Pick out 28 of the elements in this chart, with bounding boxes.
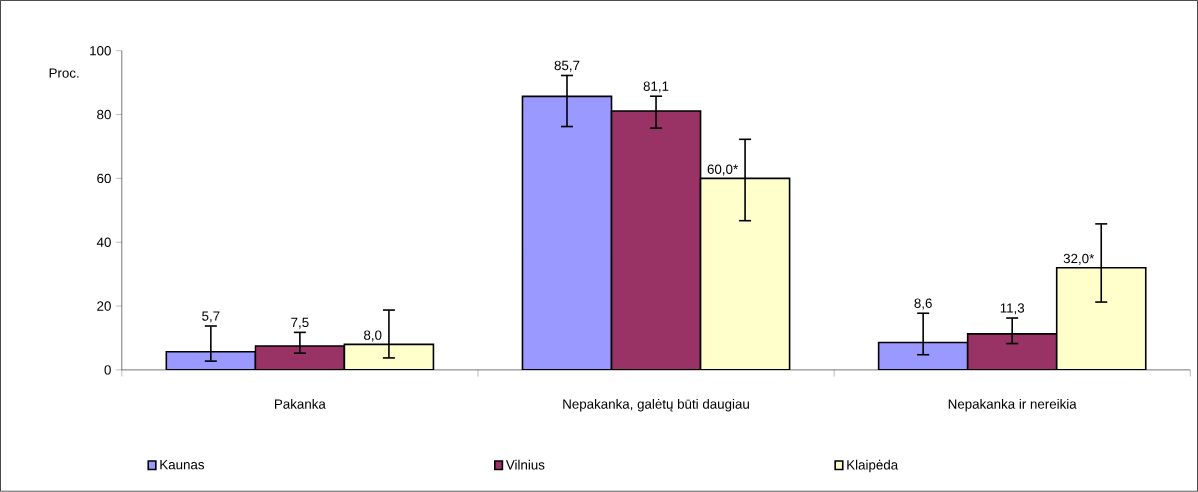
data-label: 32,0*	[1063, 253, 1095, 265]
x-tick-label: Pakanka	[275, 399, 326, 409]
bar	[1055, 267, 1147, 371]
y-tick-label: 80	[97, 110, 111, 120]
bar	[165, 351, 257, 371]
data-label: 85,7	[554, 60, 580, 72]
legend-label: Kaunas	[160, 460, 205, 470]
bar	[877, 341, 969, 371]
legend-label: Vilnius	[505, 459, 545, 470]
bar	[521, 95, 613, 371]
bar	[699, 177, 791, 371]
y-tick-label: 40	[96, 237, 111, 248]
y-tick-label: 100	[90, 46, 111, 56]
legend-label: Klaipėda	[847, 459, 899, 473]
y-axis-title: Proc.	[49, 68, 79, 78]
data-label: 81,1	[643, 81, 669, 93]
x-tick-label: Nepakanka, galėtų būti daugiau	[563, 399, 749, 412]
y-tick-label: 20	[97, 301, 111, 311]
bar	[343, 343, 435, 371]
data-label: 7,5	[291, 317, 309, 329]
y-tick-label: 0	[104, 365, 111, 375]
y-tick-label: 60	[97, 173, 111, 184]
data-label: 11,3	[1000, 303, 1025, 315]
data-label: 5,7	[202, 311, 220, 323]
data-label: 8,6	[914, 298, 932, 310]
x-tick-label: Nepakanka ir nereikia	[948, 399, 1077, 412]
data-label: 8,0	[364, 330, 382, 342]
data-label: 60,0*	[707, 164, 738, 176]
